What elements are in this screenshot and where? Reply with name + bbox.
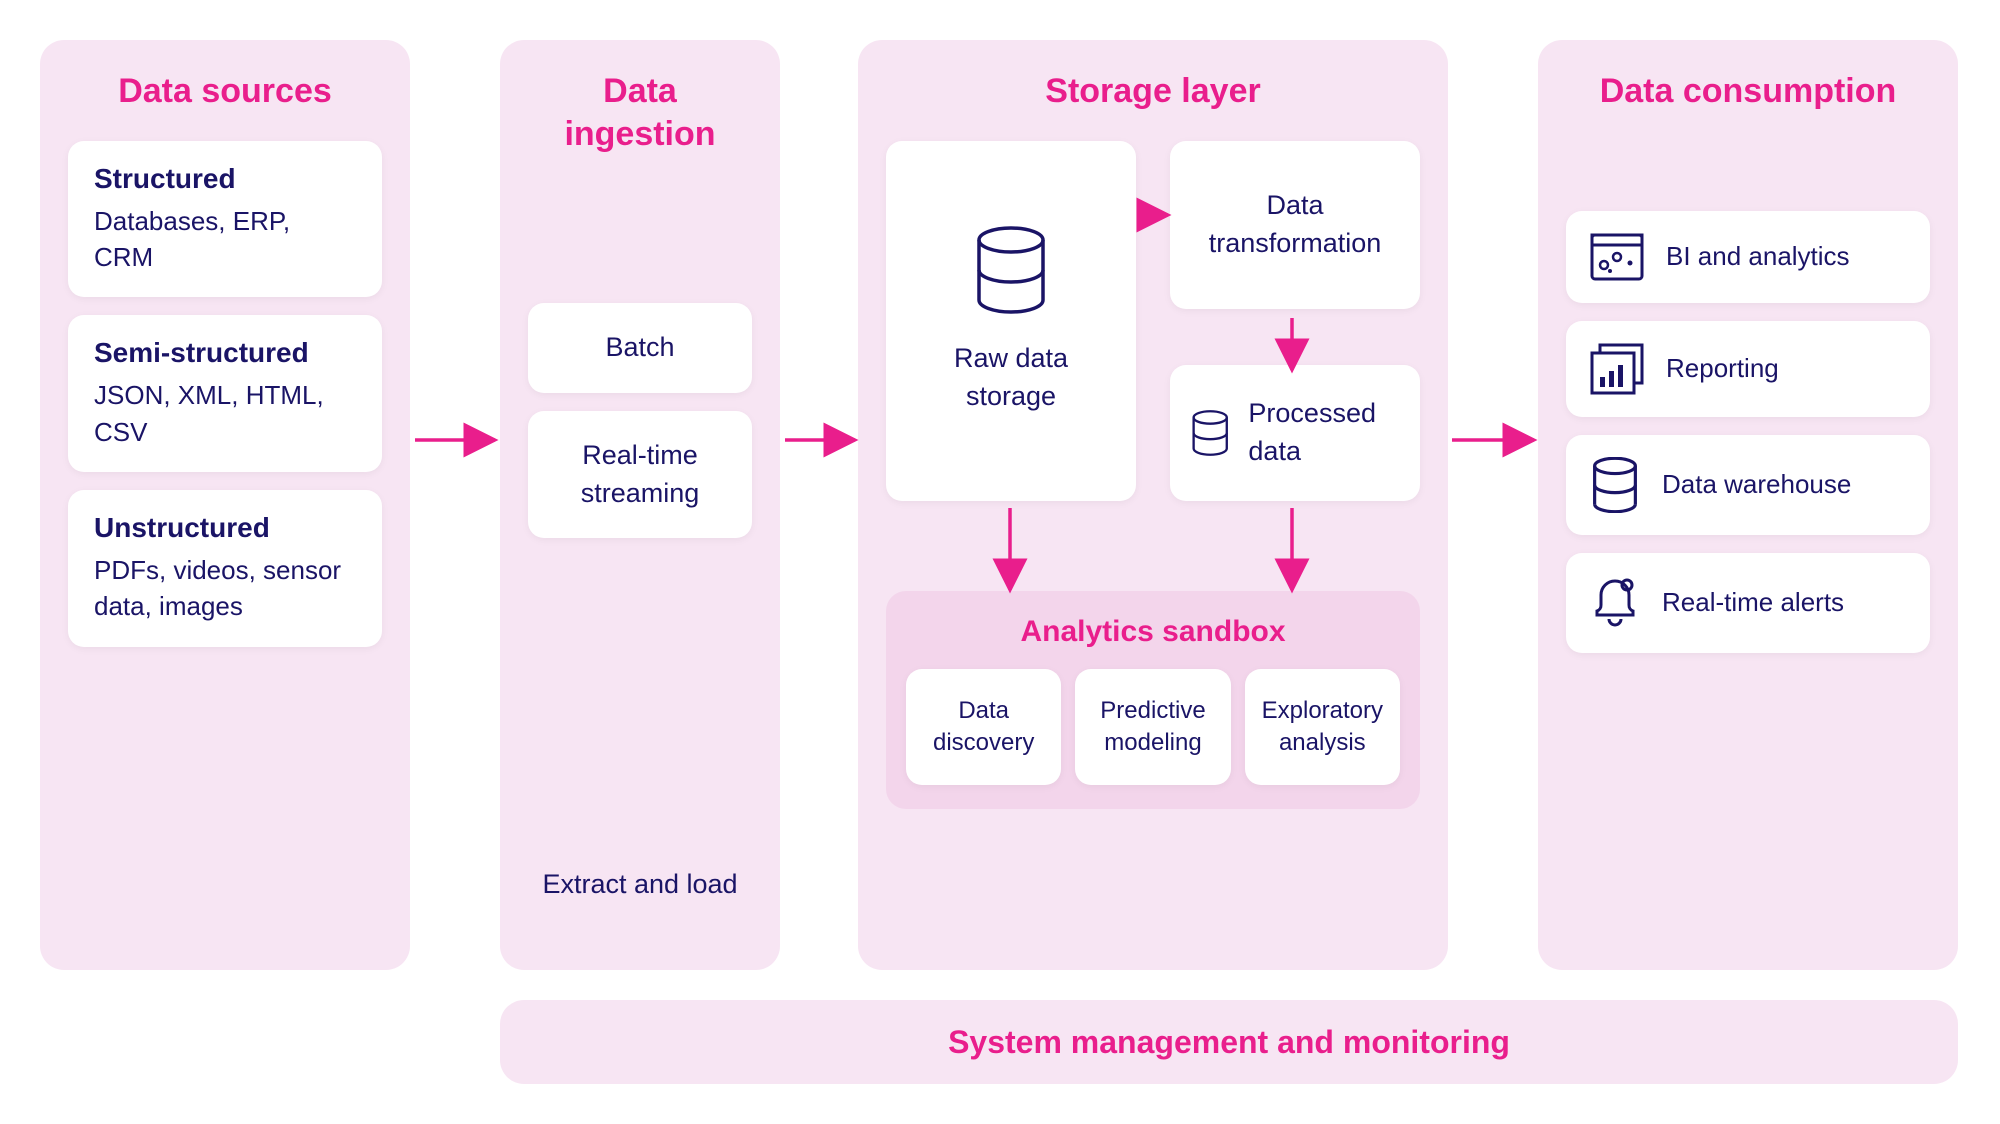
panel-data-consumption: Data consumption BI and analytics Report…	[1538, 40, 1958, 970]
panel-title-sources: Data sources	[68, 70, 382, 113]
card-text: Reporting	[1666, 352, 1779, 386]
card-realtime-alerts: Real-time alerts	[1566, 553, 1930, 653]
card-text: Raw data storage	[906, 340, 1116, 416]
card-data-discovery: Data discovery	[906, 669, 1061, 786]
panel-storage-layer: Storage layer Raw data storage Data tran…	[858, 40, 1448, 970]
panel-data-sources: Data sources Structured Databases, ERP, …	[40, 40, 410, 970]
database-icon	[1190, 404, 1230, 462]
card-semi-structured: Semi-structured JSON, XML, HTML, CSV	[68, 315, 382, 472]
card-text: Processed data	[1248, 395, 1400, 471]
card-text: Data warehouse	[1662, 468, 1851, 502]
card-raw-data-storage: Raw data storage	[886, 141, 1136, 501]
card-title: Unstructured	[94, 512, 356, 544]
card-text: Data transformation	[1190, 187, 1400, 263]
card-title: Semi-structured	[94, 337, 356, 369]
panel-data-ingestion: Data ingestion Batch Real-time streaming…	[500, 40, 780, 970]
panel-title-storage: Storage layer	[886, 70, 1420, 113]
database-icon	[1590, 457, 1640, 513]
panel-title-ingestion: Data ingestion	[528, 70, 752, 155]
card-text: Databases, ERP, CRM	[94, 203, 356, 276]
card-data-warehouse: Data warehouse	[1566, 435, 1930, 535]
card-text: Exploratory analysis	[1259, 695, 1386, 760]
panel-title-consumption: Data consumption	[1566, 70, 1930, 113]
bi-icon	[1590, 233, 1644, 281]
card-text: Real-time streaming	[550, 437, 730, 513]
bottom-bar-text: System management and monitoring	[948, 1024, 1510, 1061]
card-processed-data: Processed data	[1170, 365, 1420, 501]
card-structured: Structured Databases, ERP, CRM	[68, 141, 382, 298]
card-bi-analytics: BI and analytics	[1566, 211, 1930, 303]
sub-panel-analytics-sandbox: Analytics sandbox Data discovery Predict…	[886, 591, 1420, 810]
panel-system-management: System management and monitoring	[500, 1000, 1958, 1084]
bell-icon	[1590, 575, 1640, 631]
card-batch: Batch	[528, 303, 752, 393]
ingestion-footer: Extract and load	[528, 869, 752, 900]
card-text: Data discovery	[920, 695, 1047, 760]
card-unstructured: Unstructured PDFs, videos, sensor data, …	[68, 490, 382, 647]
card-text: Real-time alerts	[1662, 586, 1844, 620]
card-text: JSON, XML, HTML, CSV	[94, 377, 356, 450]
card-text: Predictive modeling	[1089, 695, 1216, 760]
card-text: BI and analytics	[1666, 240, 1850, 274]
card-text: PDFs, videos, sensor data, images	[94, 552, 356, 625]
card-text: Batch	[550, 329, 730, 367]
card-data-transformation: Data transformation	[1170, 141, 1420, 309]
card-reporting: Reporting	[1566, 321, 1930, 417]
sub-panel-title: Analytics sandbox	[906, 615, 1400, 649]
card-predictive-modeling: Predictive modeling	[1075, 669, 1230, 786]
card-title: Structured	[94, 163, 356, 195]
card-realtime-streaming: Real-time streaming	[528, 411, 752, 539]
database-icon	[972, 226, 1050, 314]
card-exploratory-analysis: Exploratory analysis	[1245, 669, 1400, 786]
report-icon	[1590, 343, 1644, 395]
